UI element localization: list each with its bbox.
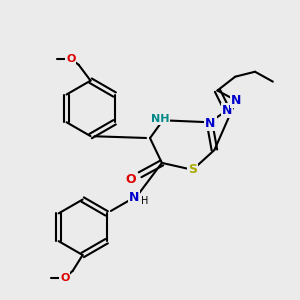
Text: N: N: [129, 191, 139, 204]
Text: N: N: [231, 94, 242, 107]
Text: H: H: [141, 196, 149, 206]
Text: N: N: [205, 117, 216, 130]
Text: O: O: [66, 54, 75, 64]
Text: N: N: [222, 104, 232, 117]
Text: NH: NH: [151, 114, 169, 124]
Text: O: O: [60, 273, 70, 283]
Text: S: S: [188, 163, 197, 176]
Text: O: O: [126, 173, 136, 186]
